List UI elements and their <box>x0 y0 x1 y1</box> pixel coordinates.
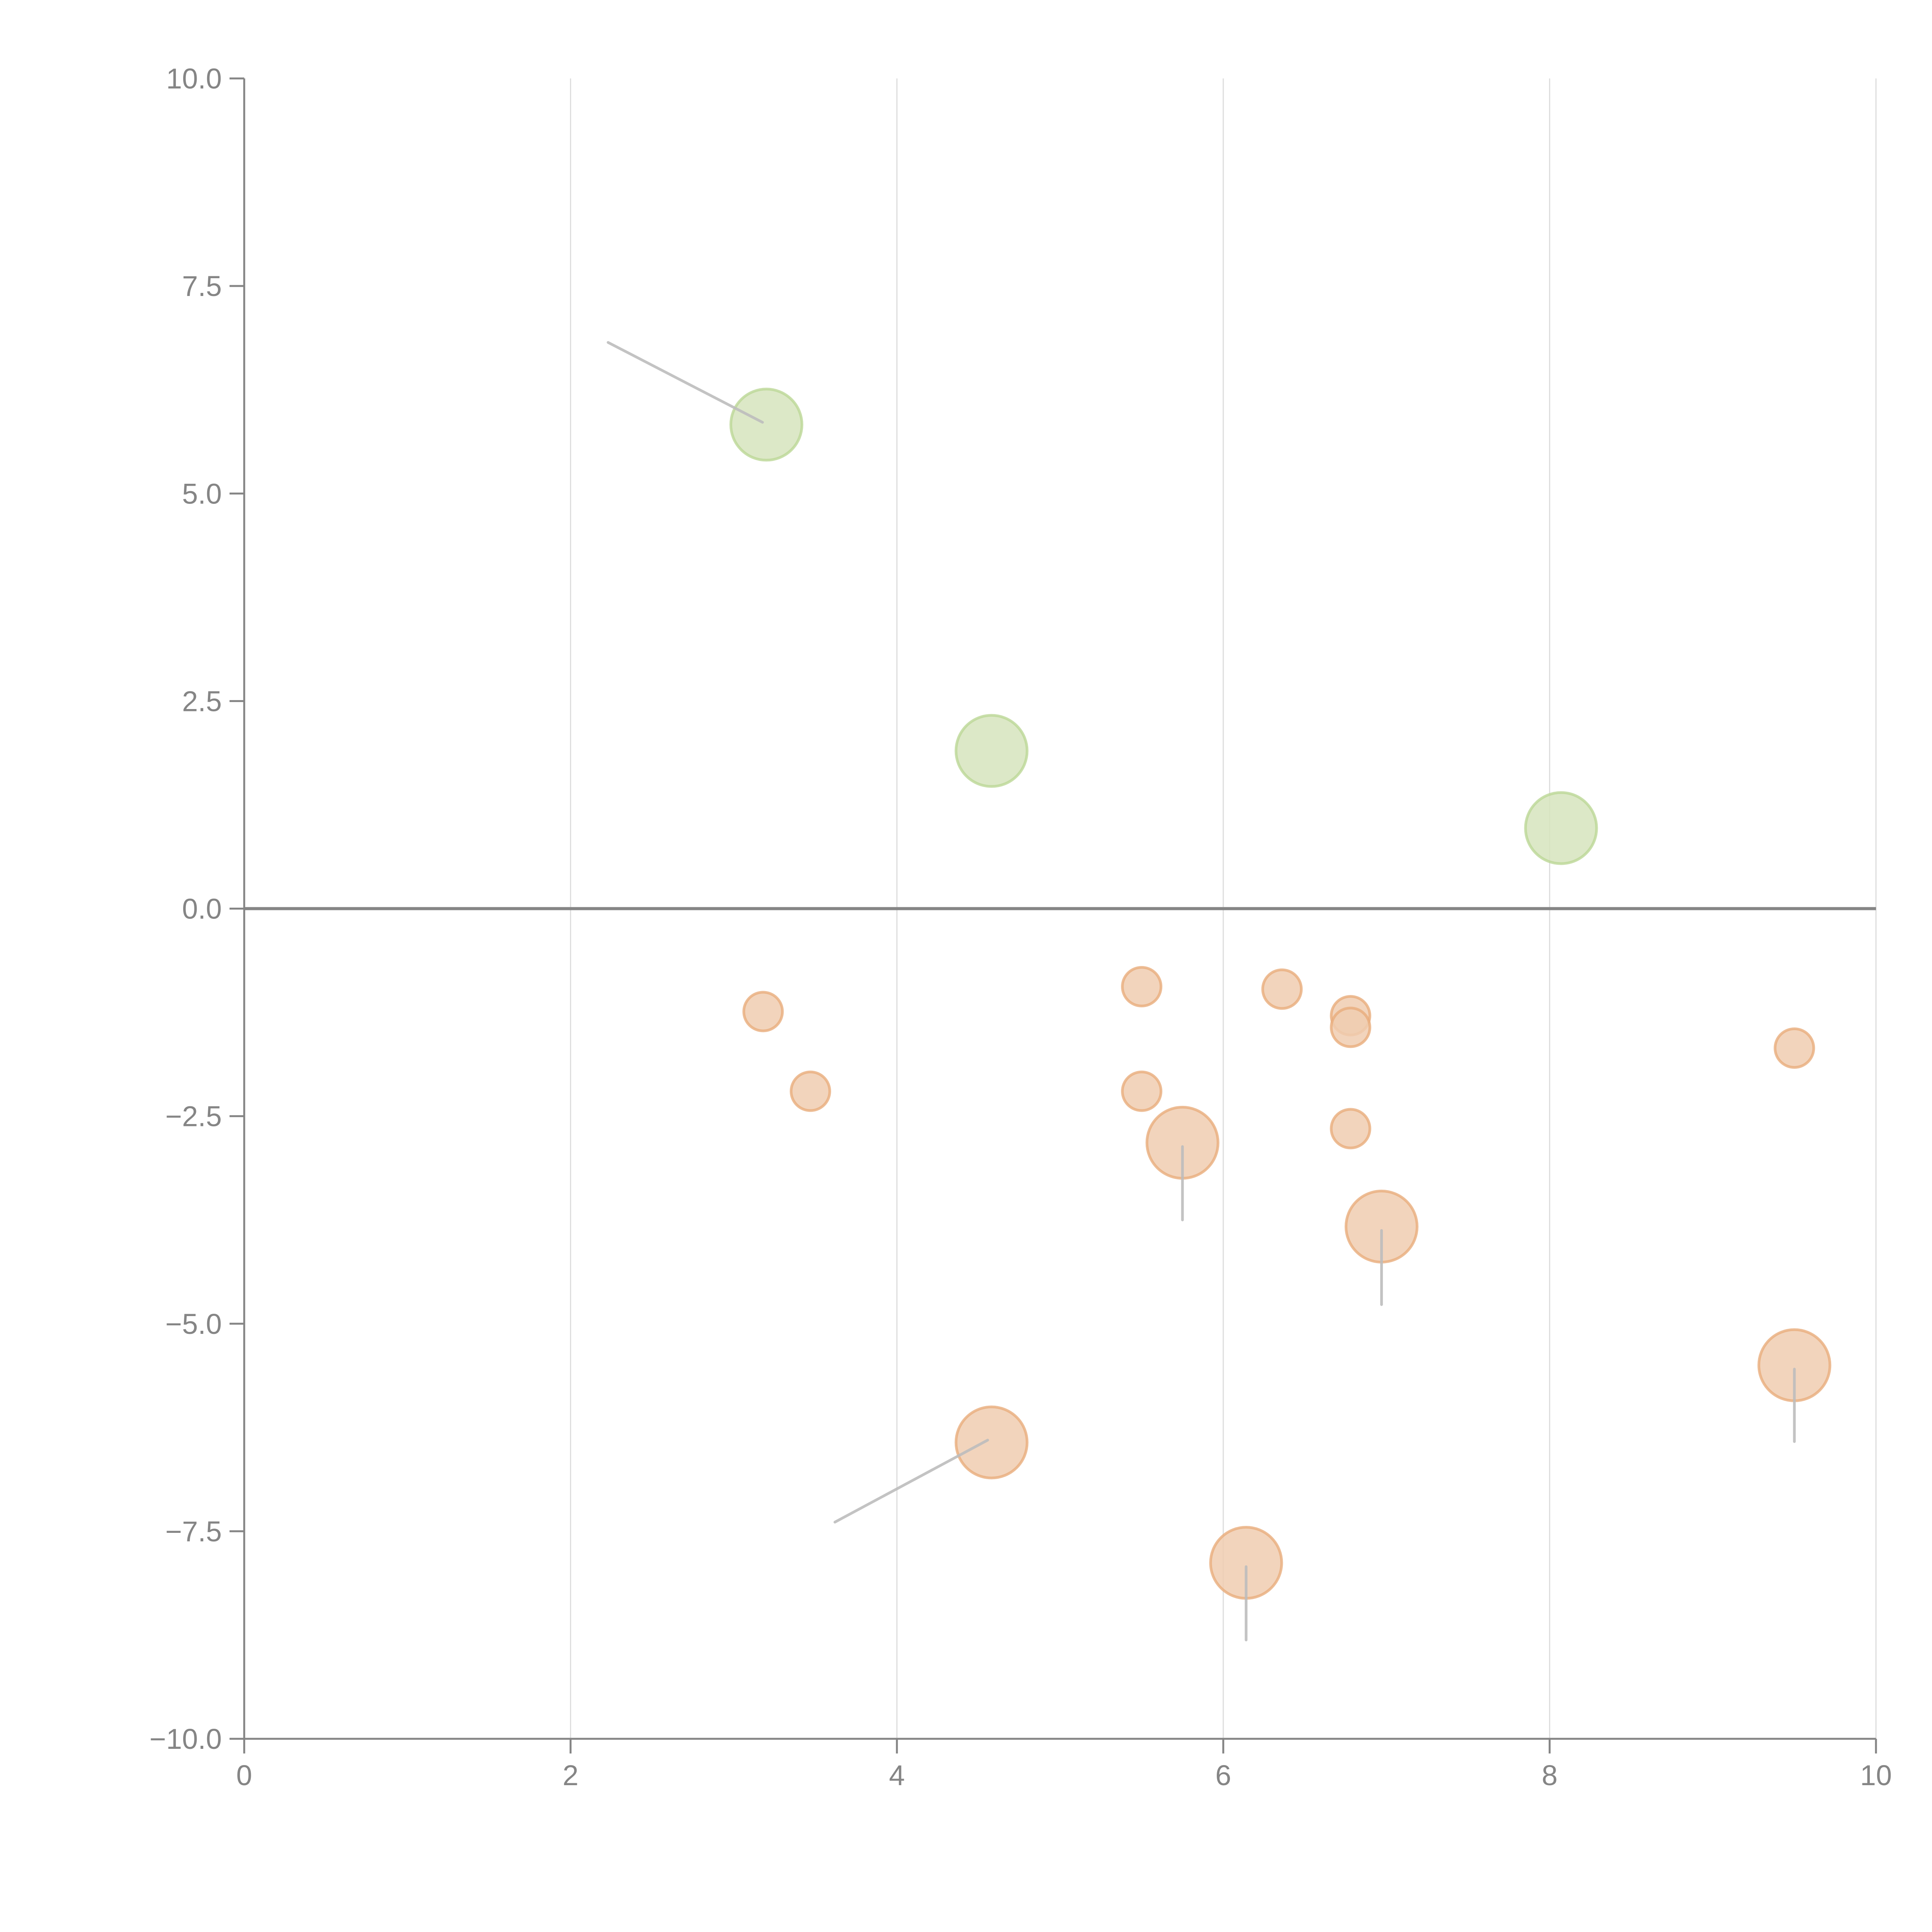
negative-bubble <box>789 1070 831 1112</box>
negative-bubble <box>1121 1070 1163 1112</box>
positive-bubble <box>729 388 803 462</box>
x-tick-label: 0 <box>236 1759 252 1791</box>
axes <box>230 77 1877 1753</box>
x-tick-label: 8 <box>1542 1759 1558 1791</box>
x-tick-labels: 0 2 4 6 8 10 <box>236 1759 1892 1791</box>
leader-lines <box>607 341 1796 1641</box>
y-tick-label: −10.0 <box>150 1723 222 1755</box>
x-tick-label: 6 <box>1215 1759 1231 1791</box>
leader-line <box>833 1439 989 1524</box>
negative-bubble <box>1774 1027 1815 1069</box>
positive-bubble <box>1524 791 1598 865</box>
positive-bubble <box>954 714 1029 788</box>
y-tick-label: 7.5 <box>182 270 222 302</box>
negative-bubble <box>742 991 784 1032</box>
y-tick-label: 2.5 <box>182 685 222 717</box>
x-tick-label: 4 <box>889 1759 905 1791</box>
negative-bubble <box>1330 1108 1371 1150</box>
y-tick-label: 5.0 <box>182 478 222 510</box>
x-tick-label: 10 <box>1860 1759 1892 1791</box>
negative-bubble <box>1261 968 1303 1010</box>
y-tick-label: 0.0 <box>182 893 222 925</box>
y-tick-label: −7.5 <box>165 1515 222 1548</box>
y-tick-label: 10.0 <box>166 63 222 95</box>
y-tick-label: −2.5 <box>165 1100 222 1133</box>
leader-line <box>607 341 764 424</box>
data-points <box>729 388 1832 1600</box>
negative-bubble <box>1330 1007 1371 1048</box>
negative-bubble <box>954 1405 1029 1480</box>
y-tick-labels: 10.0 7.5 5.0 2.5 0.0 −2.5 −5.0 −7.5 −10.0 <box>150 63 222 1755</box>
negative-bubble <box>1121 966 1163 1007</box>
y-tick-label: −5.0 <box>165 1308 222 1340</box>
x-tick-label: 2 <box>563 1759 578 1791</box>
